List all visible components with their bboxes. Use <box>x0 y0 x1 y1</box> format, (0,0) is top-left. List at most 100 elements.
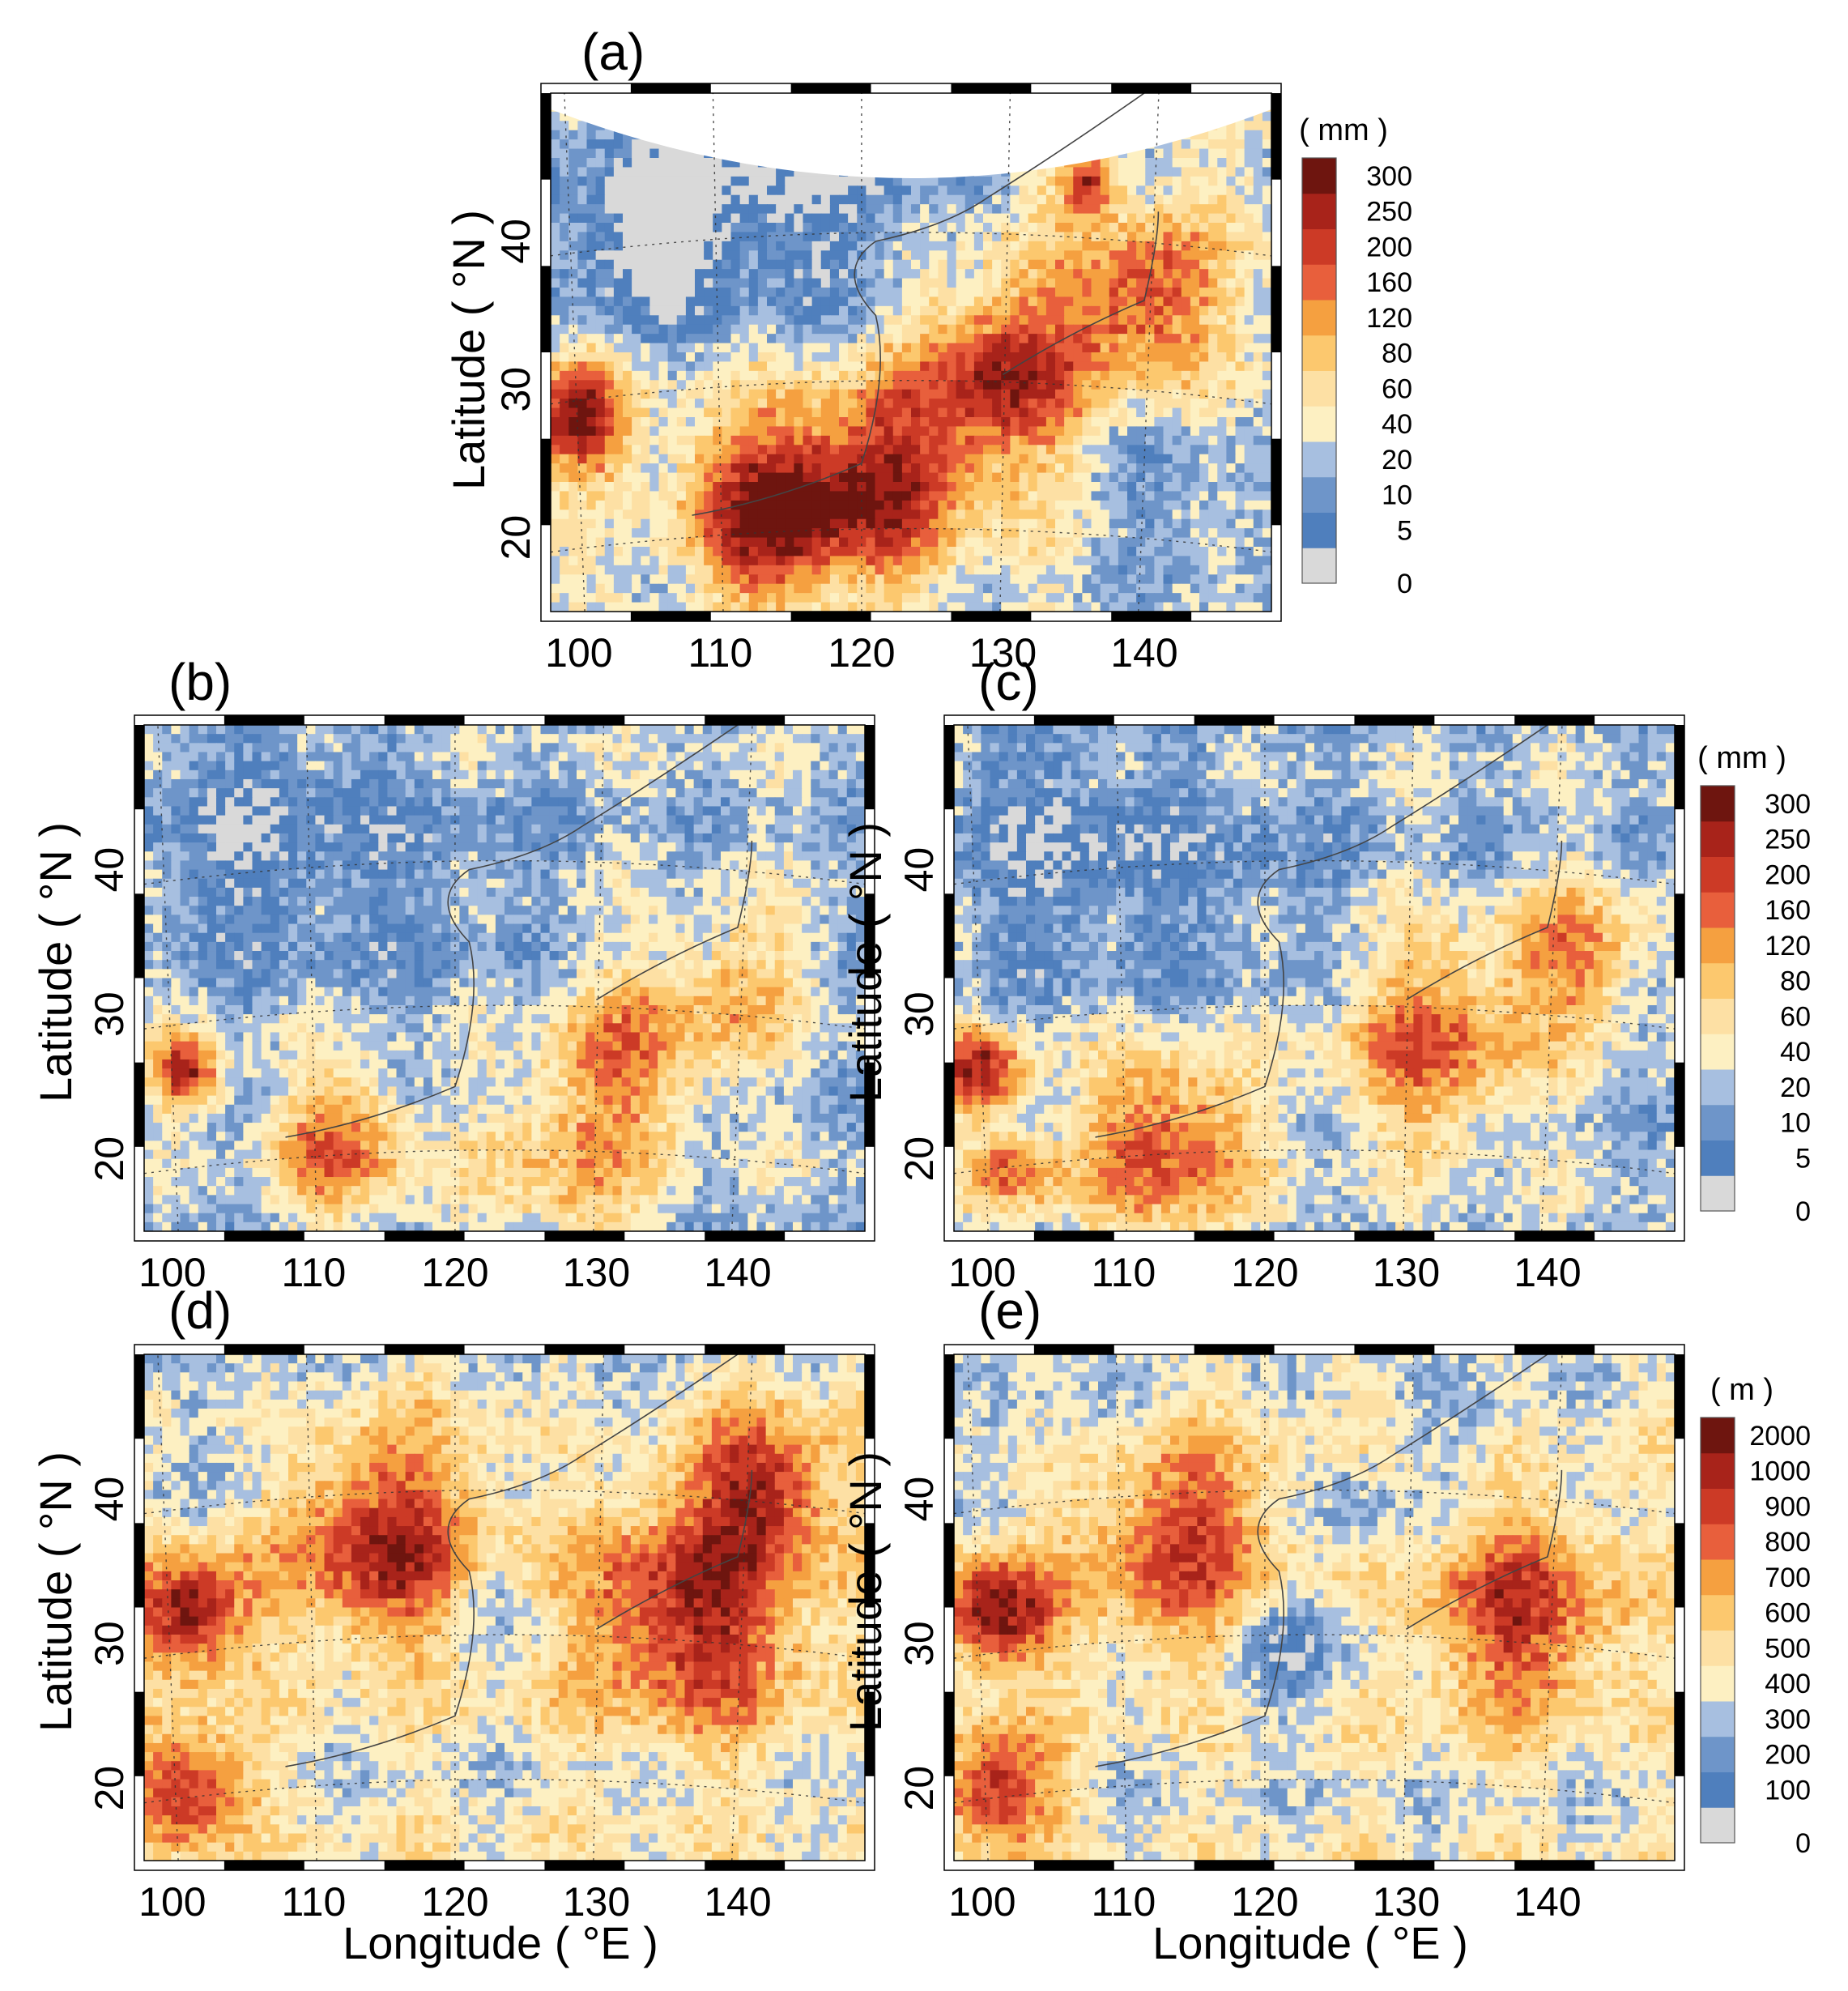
panel-c-label: (c) <box>978 653 1039 711</box>
colorbar-swatch <box>1701 962 1735 999</box>
colorbar-unit: ( mm ) <box>1299 113 1388 147</box>
colorbar-swatch <box>1701 1488 1735 1524</box>
japan-coastline <box>1406 840 1563 1000</box>
panel-c: (c) Latitude ( °N ) 100 110 120 130 140 20 30 4… <box>840 653 1685 1295</box>
colorbar-swatch <box>1701 1452 1735 1489</box>
panel-c-xtick: 140 <box>1514 1250 1581 1295</box>
panel-d-ytick: 20 <box>87 1766 132 1811</box>
colorbar-height: 0 100 200 300 400 500 600 700 800 900 1000 2000 ( m … <box>1700 1373 1811 1859</box>
panel-a-frame <box>540 83 1282 622</box>
colorbar-tick-label: 10 <box>1780 1108 1811 1139</box>
panel-d-xtick: 130 <box>563 1879 630 1925</box>
colorbar-tick-label: 1000 <box>1749 1456 1811 1487</box>
panel-e-xtick: 130 <box>1373 1879 1440 1925</box>
panel-e-ytick: 40 <box>896 1477 942 1522</box>
panel-e-xtick: 110 <box>1092 1879 1156 1925</box>
colorbar-tick-label: 10 <box>1382 480 1412 511</box>
japan-coastline <box>1003 211 1160 376</box>
meridian-line <box>1138 93 1160 612</box>
colorbar-swatch <box>1701 1701 1735 1737</box>
japan-coastline <box>596 840 753 1000</box>
panel-e-xtick: 140 <box>1514 1879 1581 1925</box>
colorbar-tick-label: 700 <box>1765 1563 1811 1593</box>
colorbar-swatch <box>1302 300 1336 336</box>
meridian-line <box>564 93 585 612</box>
panel-d-xtick: 140 <box>704 1879 771 1925</box>
colorbar-tick-label: 80 <box>1382 339 1412 369</box>
coastline <box>285 725 739 1138</box>
panel-a-ylabel: Latitude ( °N ) <box>443 210 494 490</box>
panel-a: (a) Latitude ( °N ) 100 110 120 130 140 20 30 4… <box>443 23 1282 676</box>
colorbar-tick-label: 160 <box>1366 267 1412 298</box>
panel-d-map: 100 110 120 130 140 20 30 40 <box>87 1344 875 1925</box>
colorbar-swatch <box>1302 406 1336 442</box>
colorbar-tick-label: 40 <box>1780 1037 1811 1068</box>
panel-d-ytick: 40 <box>87 1477 132 1522</box>
colorbar-tick-label: 0 <box>1397 569 1412 599</box>
coastline <box>285 1354 739 1767</box>
colorbar-tick-label: 5 <box>1397 515 1412 546</box>
colorbar-unit: ( mm ) <box>1697 741 1786 775</box>
panel-e-frame <box>943 1344 1685 1871</box>
colorbar-tick-label: 120 <box>1765 931 1811 961</box>
colorbar-swatch <box>1302 512 1336 548</box>
colorbar-swatch <box>1701 1630 1735 1666</box>
colorbar-swatch <box>1302 158 1336 194</box>
panel-e-xtick: 100 <box>948 1879 1016 1925</box>
panel-e-label: (e) <box>978 1281 1041 1340</box>
colorbar-swatch <box>1701 1665 1735 1702</box>
colorbar-tick-label: 300 <box>1366 161 1412 192</box>
panel-d-ytick: 30 <box>87 1621 132 1666</box>
colorbar-tick-label: 300 <box>1765 1704 1811 1735</box>
panel-a-xtick: 110 <box>688 630 753 676</box>
colorbar-swatch <box>1302 441 1336 478</box>
panel-c-xtick: 120 <box>1231 1250 1298 1295</box>
colorbar-swatch <box>1701 1069 1735 1106</box>
colorbar-rain-bottom: 0 5 10 20 40 60 80 120 160 200 250 300 ( mm ) <box>1697 741 1811 1227</box>
panel-b-frame <box>134 714 875 1242</box>
colorbar-swatch <box>1701 927 1735 964</box>
panel-c-xtick: 100 <box>948 1250 1016 1295</box>
meridian-line <box>999 93 1011 612</box>
colorbar-tick-label: 250 <box>1366 197 1412 228</box>
japan-coastline <box>596 1469 753 1630</box>
panel-a-ytick: 20 <box>493 515 539 561</box>
panel-a-graticule <box>551 93 1271 612</box>
panel-e: (e) Latitude ( °N ) Longitude ( °E ) 100… <box>840 1281 1685 1968</box>
colorbar-tick-label: 200 <box>1366 232 1412 262</box>
panel-d-xtick: 110 <box>282 1879 347 1925</box>
polar-cap-mask <box>551 93 1271 178</box>
panel-e-field <box>954 1354 1675 1861</box>
panel-e-ytick: 20 <box>896 1766 942 1811</box>
panel-b-ytick: 20 <box>87 1136 132 1182</box>
colorbar-tick-label: 200 <box>1765 1740 1811 1771</box>
panel-d-field <box>144 1354 865 1861</box>
colorbar-swatch <box>1701 821 1735 857</box>
colorbar-swatch <box>1701 998 1735 1034</box>
panel-b-field <box>144 725 865 1231</box>
panel-e-ylabel: Latitude ( °N ) <box>840 1452 891 1732</box>
panel-a-field <box>551 93 1271 612</box>
meridian-line <box>712 93 724 612</box>
colorbar-swatch <box>1302 193 1336 229</box>
colorbar-swatch <box>1302 476 1336 513</box>
panel-b-label: (b) <box>168 653 232 711</box>
colorbar-tick-label: 120 <box>1366 303 1412 334</box>
colorbar-tick-label: 100 <box>1765 1775 1811 1806</box>
colorbar-tick-label: 500 <box>1765 1633 1811 1664</box>
colorbar-tick-label: 160 <box>1765 895 1811 926</box>
panel-b-xtick: 130 <box>563 1250 630 1295</box>
japan-coastline <box>1406 1469 1563 1630</box>
colorbar-swatch <box>1701 1594 1735 1631</box>
colorbar-swatch <box>1701 856 1735 893</box>
colorbar-tick-label: 0 <box>1795 1196 1811 1227</box>
panel-a-xtick: 130 <box>969 630 1037 676</box>
colorbar-tick-label: 800 <box>1765 1527 1811 1558</box>
colorbar-swatch <box>1701 1140 1735 1176</box>
colorbar-tick-label: 40 <box>1382 409 1412 440</box>
panel-e-xlabel: Longitude ( °E ) <box>1152 1917 1468 1968</box>
colorbar-swatch <box>1701 1175 1735 1212</box>
panel-d-frame <box>134 1344 875 1871</box>
panel-b-ylabel: Latitude ( °N ) <box>30 822 81 1102</box>
